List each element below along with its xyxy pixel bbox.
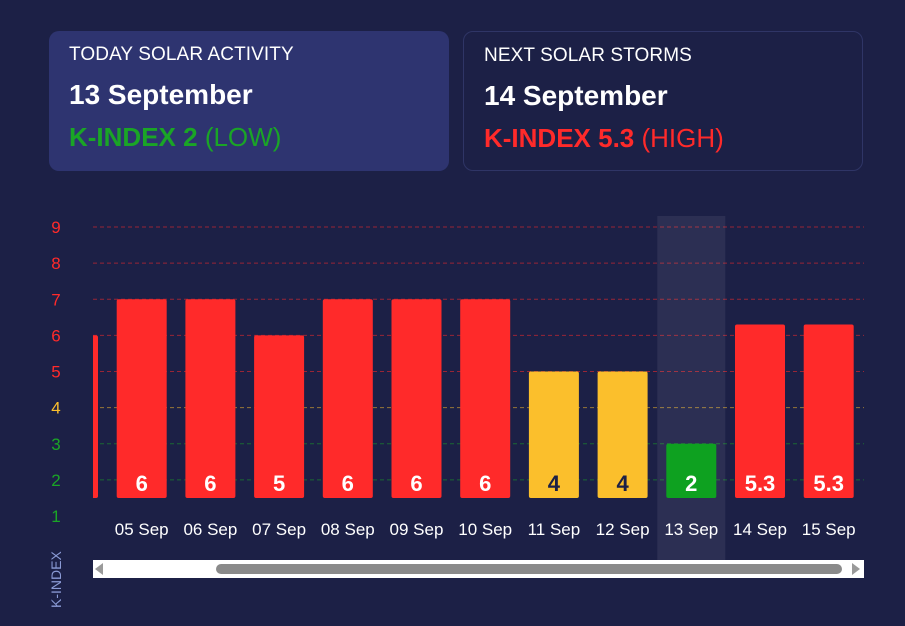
x-tick-label: 08 Sep bbox=[321, 520, 375, 539]
y-tick-label-3: 3 bbox=[51, 435, 60, 454]
bar-13-sep[interactable] bbox=[666, 443, 717, 498]
bar-05-sep[interactable] bbox=[116, 299, 167, 498]
bar-value-label: 4 bbox=[548, 471, 561, 496]
scroll-right-arrow-icon[interactable] bbox=[852, 563, 860, 575]
bar-value-label: 5.3 bbox=[745, 471, 776, 496]
bar-value-label: 4 bbox=[616, 471, 629, 496]
next-kindex-level: (HIGH) bbox=[641, 123, 724, 153]
y-axis-ticks: 9 8 7 6 5 4 3 2 1 bbox=[51, 218, 60, 526]
x-tick-label: 06 Sep bbox=[183, 520, 237, 539]
y-tick-label-1: 1 bbox=[51, 507, 60, 526]
bar-08-sep[interactable] bbox=[322, 299, 373, 498]
bar-10-sep[interactable] bbox=[460, 299, 511, 498]
bar-value-label: 6 bbox=[204, 471, 216, 496]
next-storms-card: NEXT SOLAR STORMS 14 September K-INDEX 5… bbox=[463, 31, 863, 171]
bar-12-sep[interactable] bbox=[597, 371, 648, 499]
bar-value-label: 6 bbox=[342, 471, 354, 496]
y-tick-label-8: 8 bbox=[51, 254, 60, 273]
x-tick-label: 11 Sep bbox=[528, 520, 581, 539]
next-kindex-value: K-INDEX 5.3 bbox=[484, 123, 635, 153]
highlighted-day-column bbox=[657, 216, 726, 560]
x-tick-label: p bbox=[68, 520, 77, 539]
next-card-label: NEXT SOLAR STORMS bbox=[484, 45, 692, 66]
x-tick-label: 07 Sep bbox=[252, 520, 306, 539]
bar-07-sep[interactable] bbox=[254, 335, 305, 498]
bar-value-label: 6 bbox=[136, 471, 148, 496]
bar-value-label: 5.3 bbox=[813, 471, 844, 496]
today-kindex-level: (LOW) bbox=[204, 122, 282, 152]
x-tick-label: 10 Sep bbox=[458, 520, 512, 539]
x-tick-label: 05 Sep bbox=[115, 520, 169, 539]
scroll-left-arrow-icon[interactable] bbox=[95, 563, 103, 575]
bar-value-label: 6 bbox=[479, 471, 491, 496]
y-tick-label-9: 9 bbox=[51, 218, 60, 237]
bar-06-sep[interactable] bbox=[185, 299, 236, 498]
today-card-date: 13 September bbox=[69, 79, 253, 110]
plot-area: p 6 05 Sep 6 06 Sep 5 07 Sep 6 08 Sep 6 09 Sep 6 10 … bbox=[48, 216, 856, 560]
scroll-thumb[interactable] bbox=[216, 564, 842, 574]
bar-15-sep[interactable] bbox=[803, 324, 854, 498]
y-tick-label-6: 6 bbox=[51, 326, 60, 345]
bar-11-sep[interactable] bbox=[528, 371, 579, 499]
today-card-label: TODAY SOLAR ACTIVITY bbox=[69, 44, 294, 65]
next-card-kindex-line: K-INDEX 5.3 (HIGH) bbox=[484, 123, 842, 154]
y-tick-label-2: 2 bbox=[51, 471, 60, 490]
y-tick-label-7: 7 bbox=[51, 290, 60, 309]
next-card-date: 14 September bbox=[484, 80, 668, 111]
chart-horizontal-scrollbar[interactable] bbox=[93, 560, 864, 578]
today-card-kindex-line: K-INDEX 2 (LOW) bbox=[69, 122, 429, 153]
bar-value-label: 5 bbox=[273, 471, 285, 496]
bar-value-label: 2 bbox=[685, 471, 697, 496]
x-tick-label: 09 Sep bbox=[390, 520, 444, 539]
y-tick-label-4: 4 bbox=[51, 399, 60, 418]
x-tick-label: 13 Sep bbox=[664, 520, 718, 539]
y-axis-title: K-INDEX bbox=[48, 551, 64, 608]
bar-09-sep[interactable] bbox=[391, 299, 442, 498]
bar-value-label: 6 bbox=[410, 471, 422, 496]
today-activity-card: TODAY SOLAR ACTIVITY 13 September K-INDE… bbox=[49, 31, 449, 171]
bar-14-sep[interactable] bbox=[735, 324, 785, 498]
bar-p[interactable] bbox=[48, 335, 98, 498]
y-tick-label-5: 5 bbox=[51, 363, 60, 382]
x-tick-label: 15 Sep bbox=[802, 520, 856, 539]
x-tick-label: 12 Sep bbox=[596, 520, 650, 539]
x-tick-label: 14 Sep bbox=[733, 520, 787, 539]
today-kindex-value: K-INDEX 2 bbox=[69, 122, 198, 152]
